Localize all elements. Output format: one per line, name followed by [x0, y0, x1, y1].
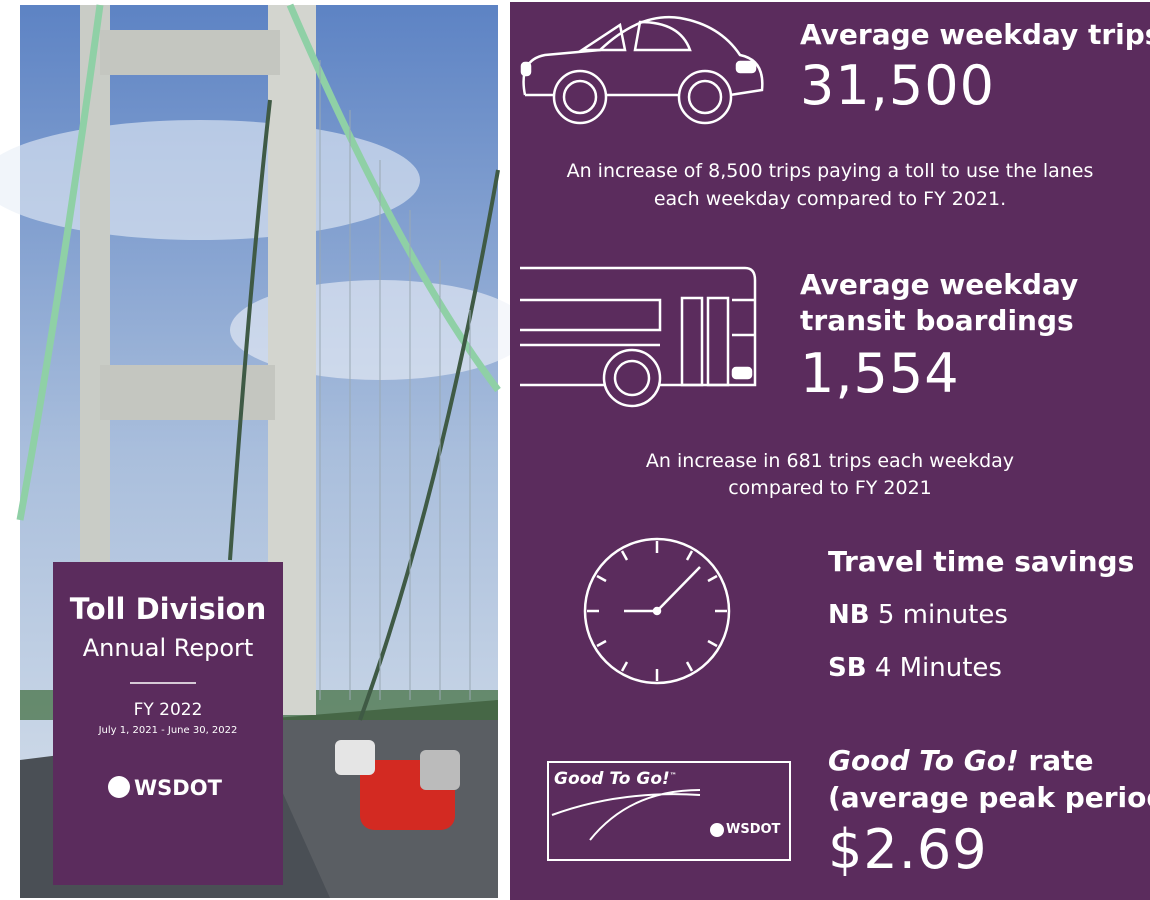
- savings-line: SB 4 Minutes: [828, 653, 1002, 683]
- stat-heading: Good To Go! rate: [828, 744, 1094, 777]
- stat-note: each weekday compared to FY 2021.: [653, 188, 1007, 210]
- trademark: ™: [669, 771, 677, 780]
- direction: SB: [828, 653, 867, 683]
- stat-note: compared to FY 2021: [728, 477, 932, 499]
- direction: NB: [828, 600, 870, 630]
- heading-rest: rate: [1028, 744, 1094, 777]
- savings: 4 Minutes: [874, 653, 1002, 683]
- stat-note: An increase in 681 trips each weekday: [645, 450, 1015, 472]
- stat-heading: Travel time savings: [828, 545, 1135, 578]
- stat-heading: (average peak period): [828, 781, 1150, 814]
- cover-logo: WSDOT: [134, 776, 222, 800]
- card-brand: Good To Go!: [554, 769, 670, 789]
- logo-icon: [108, 776, 130, 798]
- cover-subtitle: Annual Report: [82, 634, 254, 662]
- cover-box: [53, 562, 283, 885]
- stat-heading: Average weekday: [800, 268, 1079, 301]
- fiscal-year: FY 2022: [133, 700, 203, 720]
- date-range: July 1, 2021 - June 30, 2022: [98, 725, 238, 736]
- stat-heading: Average weekday trips: [800, 18, 1150, 51]
- stats-panel: [510, 2, 1150, 900]
- pass-card: [547, 761, 791, 861]
- cover-title: Toll Division: [69, 592, 267, 626]
- card-logo: WSDOT: [726, 822, 781, 837]
- brand: Good To Go!: [828, 744, 1019, 777]
- stat-value: 1,554: [800, 342, 960, 405]
- stat-note: An increase of 8,500 trips paying a toll…: [566, 160, 1094, 182]
- stat-value: 31,500: [800, 54, 995, 117]
- stat-heading: transit boardings: [800, 304, 1074, 337]
- bus-icon: [520, 266, 757, 408]
- savings: 5 minutes: [877, 600, 1008, 630]
- savings-line: NB 5 minutes: [828, 600, 1008, 630]
- stat-value: $2.69: [828, 818, 988, 881]
- clock-icon: [583, 537, 731, 685]
- car-icon: [520, 15, 764, 125]
- card-text: Good To Go!™: [554, 769, 677, 789]
